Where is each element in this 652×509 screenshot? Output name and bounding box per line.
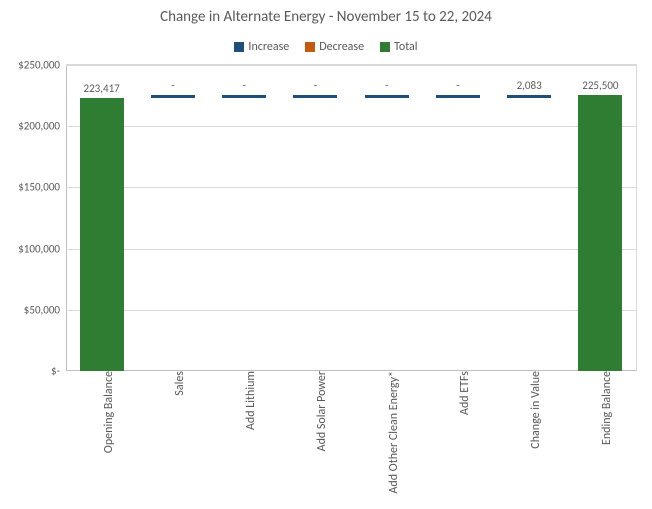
category-label: Add Lithium [238,371,297,391]
bar-value-label: 2,083 [517,79,542,92]
gridline [66,310,636,311]
legend-item: Increase [234,40,289,54]
y-axis-label: $100,000 [18,242,66,255]
category-label: Ending Balance [594,371,652,391]
y-axis-label: $150,000 [18,181,66,194]
category-label: Add Solar Power [309,371,389,391]
legend-swatch [380,42,390,52]
bar-value-label: 225,500 [582,79,618,92]
category-label: Add ETFs [452,371,496,391]
legend-label: Total [394,40,417,54]
category-label: Opening Balance [96,371,178,391]
bar [80,98,124,371]
bar-value-label: - [242,79,245,92]
gridline [66,126,636,127]
bar [578,95,622,371]
bar [293,95,337,98]
y-axis-label: $250,000 [18,59,66,72]
gridline [66,65,636,66]
y-axis-line [66,65,67,371]
bar [436,95,480,98]
y-axis-label: $200,000 [18,120,66,133]
gridline [66,249,636,250]
bar-value-label: 223,417 [84,82,120,95]
chart-title: Change in Alternate Energy - November 15… [0,8,652,26]
legend-item: Total [380,40,417,54]
category-label: Change in Value [523,371,601,391]
bar [507,95,551,98]
gridline [66,187,636,188]
bar [151,95,195,98]
chart-legend: Increase Decrease Total [0,36,652,55]
bar-value-label: - [456,79,459,92]
bar [365,95,409,98]
category-label: Sales [167,371,192,391]
legend-item: Decrease [305,40,364,54]
bar-value-label: - [171,79,174,92]
y-axis-label: $- [51,365,66,378]
bar-value-label: - [314,79,317,92]
legend-label: Increase [248,40,289,54]
legend-swatch [234,42,244,52]
legend-label: Decrease [319,40,364,54]
bar-value-label: - [385,79,388,92]
legend-swatch [305,42,315,52]
waterfall-chart: Change in Alternate Energy - November 15… [0,0,652,509]
bar [222,95,266,98]
y-axis-label: $50,000 [24,303,66,316]
plot-area: $-$50,000$100,000$150,000$200,000$250,00… [66,64,637,371]
